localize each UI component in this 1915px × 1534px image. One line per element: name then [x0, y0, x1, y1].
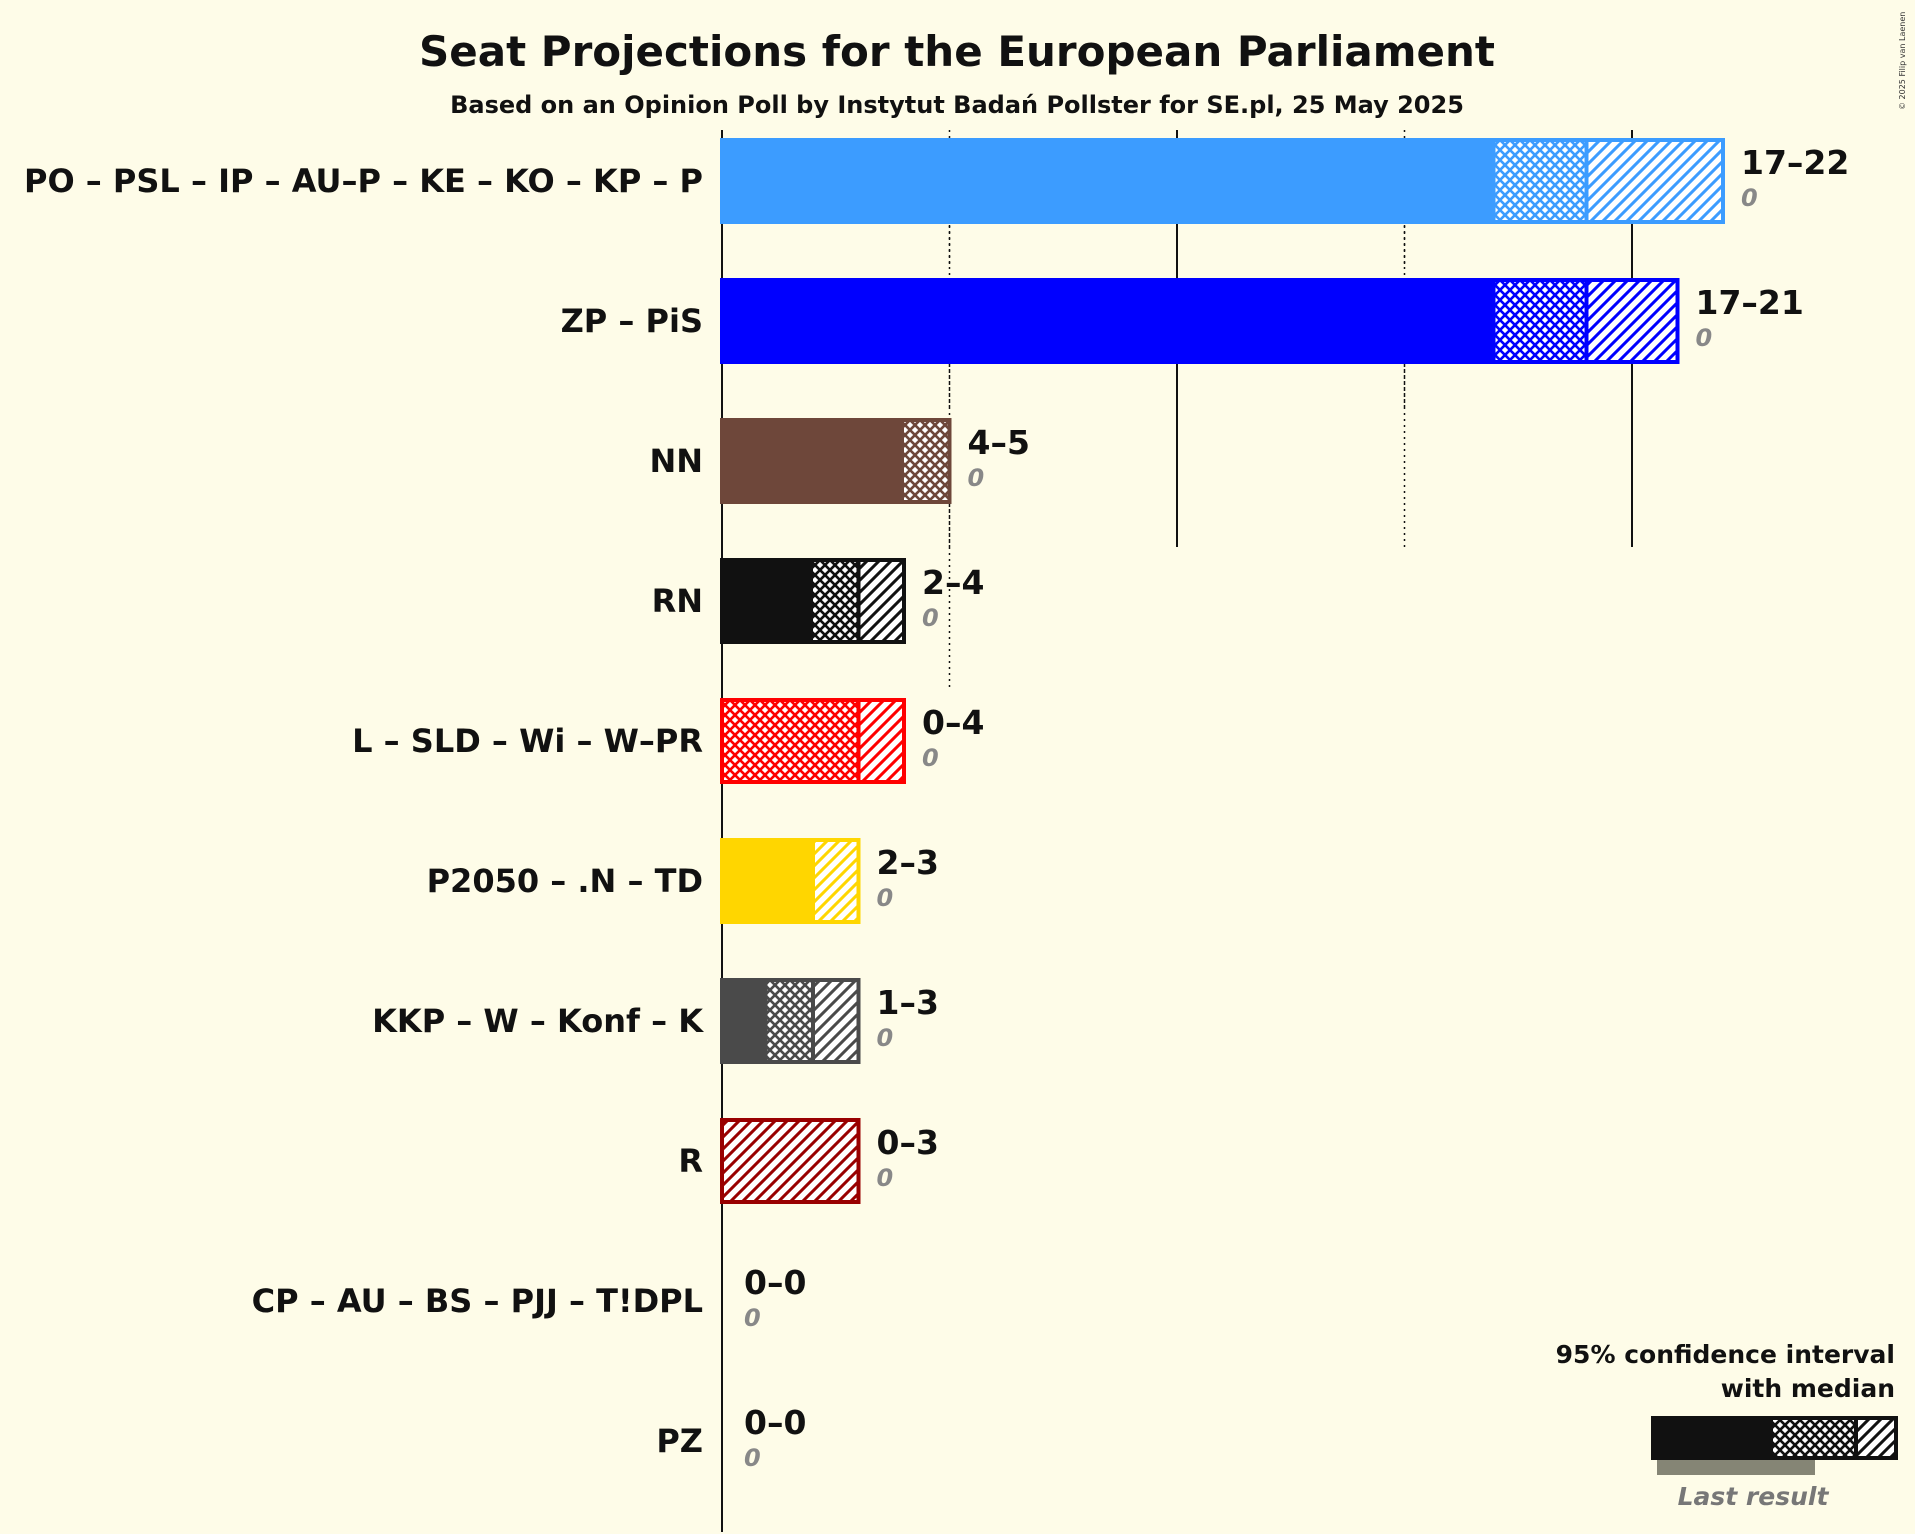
party-row: RN 2–40	[652, 558, 984, 644]
bar-low-segment	[722, 280, 1496, 362]
bar-median-segment	[767, 980, 813, 1062]
bar-outline	[720, 278, 1680, 364]
bar-outline	[720, 138, 1725, 224]
range-label: 2–4	[922, 563, 984, 602]
party-row: KKP – W – Konf – K 1–30	[372, 978, 939, 1064]
range-label: 17–22	[1741, 143, 1849, 182]
bar-outline	[720, 698, 906, 784]
party-row: PZ 0–00	[656, 1403, 806, 1472]
legend-outline	[1651, 1416, 1898, 1460]
bar-high-segment	[813, 980, 859, 1062]
party-label: R	[678, 1142, 703, 1180]
party-label: PO – PSL – IP – AU–P – KE – KO – KP – P	[24, 162, 703, 200]
range-label: 0–4	[922, 703, 984, 742]
bar-low-segment	[722, 840, 813, 922]
last-result-label: 0	[922, 604, 939, 632]
legend-solid-segment	[1653, 1418, 1773, 1458]
last-result-label: 0	[922, 744, 939, 772]
last-result-label: 0	[1741, 184, 1758, 212]
chart-subtitle: Based on an Opinion Poll by Instytut Bad…	[450, 91, 1464, 119]
party-label: L – SLD – Wi – W–PR	[352, 722, 703, 760]
bar-median-segment	[1495, 280, 1587, 362]
range-label: 4–5	[968, 423, 1030, 462]
party-row: NN 4–50	[649, 418, 1030, 504]
last-result-label: 0	[877, 1164, 894, 1192]
bar-low-segment	[722, 980, 768, 1062]
party-label: KKP – W – Konf – K	[372, 1002, 704, 1040]
bar-outline	[720, 978, 861, 1064]
party-label: NN	[649, 442, 703, 480]
last-result-label: 0	[744, 1304, 761, 1332]
bar-high-segment	[722, 1120, 859, 1202]
party-row: L – SLD – Wi – W–PR 0–40	[352, 698, 984, 784]
chart-title: Seat Projections for the European Parlia…	[419, 27, 1495, 76]
party-row: CP – AU – BS – PJJ – T!DPL 0–00	[252, 1263, 807, 1332]
party-row: R 0–30	[678, 1118, 939, 1204]
bar-median-segment	[722, 700, 859, 782]
bar-high-segment	[858, 560, 904, 642]
last-result-label: 0	[744, 1444, 761, 1472]
legend: 95% confidence interval with median Last…	[1556, 1340, 1898, 1511]
party-label: PZ	[656, 1422, 703, 1460]
party-label: RN	[652, 582, 703, 620]
bar-high-segment	[1586, 280, 1678, 362]
legend-last-result-label: Last result	[1678, 1482, 1830, 1511]
party-row: P2050 – .N – TD 2–30	[427, 838, 939, 924]
legend-diagonal-segment	[1856, 1418, 1896, 1458]
legend-median-label: with median	[1721, 1374, 1895, 1403]
bar-high-segment	[858, 700, 904, 782]
bar-high-segment	[813, 840, 859, 922]
range-label: 2–3	[877, 843, 939, 882]
range-label: 0–3	[877, 1123, 939, 1162]
bars-group: PO – PSL – IP – AU–P – KE – KO – KP – P 1…	[24, 138, 1849, 1472]
range-label: 0–0	[744, 1403, 806, 1442]
legend-crosshatch-segment	[1773, 1418, 1856, 1458]
bar-low-segment	[722, 420, 904, 502]
bar-outline	[720, 838, 861, 924]
bar-high-segment	[1586, 140, 1723, 222]
party-row: ZP – PiS 17–210	[561, 278, 1804, 364]
bar-outline	[720, 1118, 861, 1204]
range-label: 17–21	[1696, 283, 1804, 322]
bar-median-segment	[1495, 140, 1587, 222]
range-label: 1–3	[877, 983, 939, 1022]
last-result-label: 0	[877, 884, 894, 912]
party-label: P2050 – .N – TD	[427, 862, 703, 900]
bar-low-segment	[722, 560, 813, 642]
range-label: 0–0	[744, 1263, 806, 1302]
last-result-label: 0	[877, 1024, 894, 1052]
copyright-notice: © 2025 Filip van Laenen	[1898, 12, 1907, 110]
bar-median-segment	[813, 560, 859, 642]
legend-ci-label: 95% confidence interval	[1556, 1340, 1895, 1369]
bar-median-segment	[904, 420, 950, 502]
party-row: PO – PSL – IP – AU–P – KE – KO – KP – P 1…	[24, 138, 1849, 224]
bar-outline	[720, 558, 906, 644]
party-label: CP – AU – BS – PJJ – T!DPL	[252, 1282, 703, 1320]
last-result-label: 0	[968, 464, 985, 492]
last-result-label: 0	[1696, 324, 1713, 352]
bar-low-segment	[722, 140, 1496, 222]
party-label: ZP – PiS	[561, 302, 703, 340]
